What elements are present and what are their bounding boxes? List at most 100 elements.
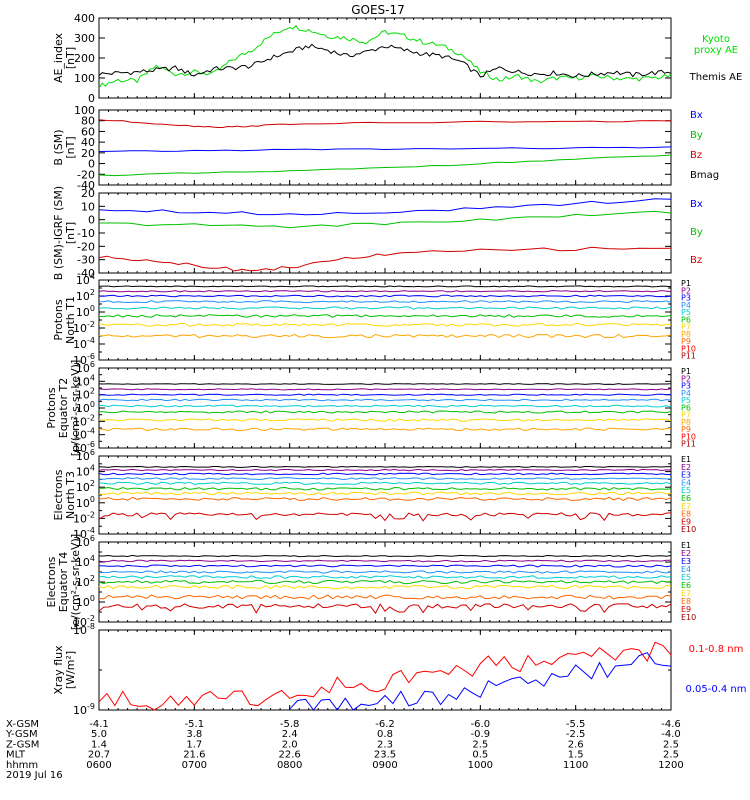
- time-axis-value: 2.3: [377, 739, 393, 750]
- legend-label: E6: [681, 494, 691, 503]
- legend-label: E10: [681, 613, 696, 622]
- panel-frame: [98, 367, 672, 449]
- time-axis-value: 2.0: [282, 739, 298, 750]
- y-tick-label: 104: [76, 272, 95, 287]
- series-line-p4: [98, 300, 672, 304]
- series-line-p3: [99, 393, 672, 396]
- legend-label: P2: [681, 374, 691, 383]
- legend-label: E3: [681, 557, 691, 566]
- legend-label: P8: [681, 330, 691, 339]
- y-tick-label: 102: [76, 479, 95, 494]
- legend-label: E5: [681, 486, 691, 495]
- legend-label: P10: [681, 344, 696, 353]
- y-tick-label: 10-8: [73, 622, 95, 637]
- y-tick-label: 0: [88, 92, 95, 105]
- series-line-themis-ae: [98, 43, 672, 78]
- series-line-0-1-0-8-nm: [98, 641, 672, 711]
- series-line-e4: [98, 477, 672, 481]
- legend-label: P3: [681, 382, 691, 391]
- time-axis-value: 1.4: [91, 739, 107, 750]
- time-axis-value: 0700: [182, 760, 207, 771]
- legend-label: E5: [681, 573, 691, 582]
- time-axis-value: 5.0: [91, 729, 107, 740]
- legend-label: E9: [681, 517, 691, 526]
- legend-label: E4: [681, 478, 691, 487]
- panel-frame: [98, 455, 672, 535]
- time-axis-value: 2.6: [568, 739, 584, 750]
- legend-label: P4: [681, 301, 691, 310]
- y-axis-label: Protons: [45, 387, 58, 428]
- time-axis-value: 1.5: [568, 750, 584, 761]
- legend-label: Kyoto: [702, 34, 730, 45]
- series-line-p1: [98, 285, 672, 288]
- series-line-e7: [99, 491, 672, 496]
- panel-frame: [98, 192, 672, 274]
- time-axis-value: -5.1: [185, 719, 205, 730]
- time-axis-value: 21.6: [183, 750, 205, 761]
- time-axis-value: 2.4: [282, 729, 298, 740]
- time-axis-value: 0.5: [472, 750, 488, 761]
- time-axis-value: 20.7: [88, 750, 110, 761]
- time-axis-value: -4.1: [89, 719, 109, 730]
- legend-label: P3: [681, 294, 691, 303]
- series-line-0-05-0-4-nm: [289, 652, 672, 711]
- time-axis-row-label: hhmm: [6, 760, 38, 771]
- y-tick-label: -40: [77, 179, 95, 192]
- y-axis-label: [nT]: [64, 47, 77, 69]
- y-tick-label: -20: [77, 168, 95, 181]
- y-tick-label: 100: [76, 304, 95, 319]
- legend-label: P6: [681, 315, 691, 324]
- series-line-by: [98, 154, 672, 177]
- series-line-e3: [98, 472, 672, 476]
- legend-label: 0.05-0.4 nm: [685, 684, 746, 695]
- series-line-p3: [98, 294, 672, 298]
- legend-label: Bmag: [690, 170, 719, 181]
- legend-label: P8: [681, 418, 691, 427]
- series-line-e9: [98, 512, 672, 522]
- time-axis-row-label: Z-GSM: [6, 739, 39, 750]
- y-tick-label: 10: [81, 200, 95, 213]
- y-tick-label: 102: [76, 288, 95, 303]
- y-tick-label: 100: [74, 104, 95, 117]
- y-axis-label: B (SM)-IGRF (SM): [52, 186, 65, 280]
- legend-label: P9: [681, 337, 691, 346]
- y-tick-label: 104: [76, 464, 95, 479]
- series-line-e9: [98, 603, 672, 615]
- series-line-bz: [98, 246, 672, 272]
- y-axis-label: Electrons: [45, 556, 58, 607]
- time-axis-value: -6.0: [471, 719, 491, 730]
- y-tick-label: -30: [77, 254, 95, 267]
- legend-label: E6: [681, 581, 691, 590]
- time-axis-value: -4.6: [661, 719, 681, 730]
- y-tick-label: 106: [76, 448, 95, 463]
- legend-label: P7: [681, 323, 691, 332]
- y-tick-label: 20: [81, 147, 95, 160]
- time-axis-value: 0.8: [377, 729, 393, 740]
- series-line-e2: [98, 559, 671, 563]
- legend-label: E8: [681, 597, 691, 606]
- legend-label: P9: [681, 425, 691, 434]
- y-axis-label: North T1: [64, 296, 77, 344]
- legend-label: E2: [681, 463, 691, 472]
- time-axis-value: 0800: [277, 760, 302, 771]
- series-line-e4: [98, 570, 672, 574]
- y-axis-label: B (SM): [52, 129, 65, 165]
- series-line-e6: [98, 486, 672, 491]
- legend-label: E10: [681, 525, 696, 534]
- legend-label: Bz: [690, 150, 702, 161]
- legend-label: E4: [681, 565, 691, 574]
- time-axis-row-label: X-GSM: [6, 719, 39, 730]
- series-line-e2: [98, 468, 672, 472]
- y-axis-label: [nT]: [64, 136, 77, 158]
- series-line-by: [99, 210, 672, 229]
- y-axis-label: [nT]: [64, 222, 77, 244]
- series-line-p8: [98, 427, 672, 432]
- time-axis-value: 23.5: [374, 750, 396, 761]
- panel-xray: 10-9 10-8 Xray flux [W/m²] 0.1-0.8 nm 0.05-0.…: [52, 622, 747, 717]
- series-line-e1: [99, 554, 672, 558]
- time-axis-value: -0.9: [471, 729, 491, 740]
- legend-label: E1: [681, 541, 691, 550]
- series-line-bz: [98, 119, 672, 128]
